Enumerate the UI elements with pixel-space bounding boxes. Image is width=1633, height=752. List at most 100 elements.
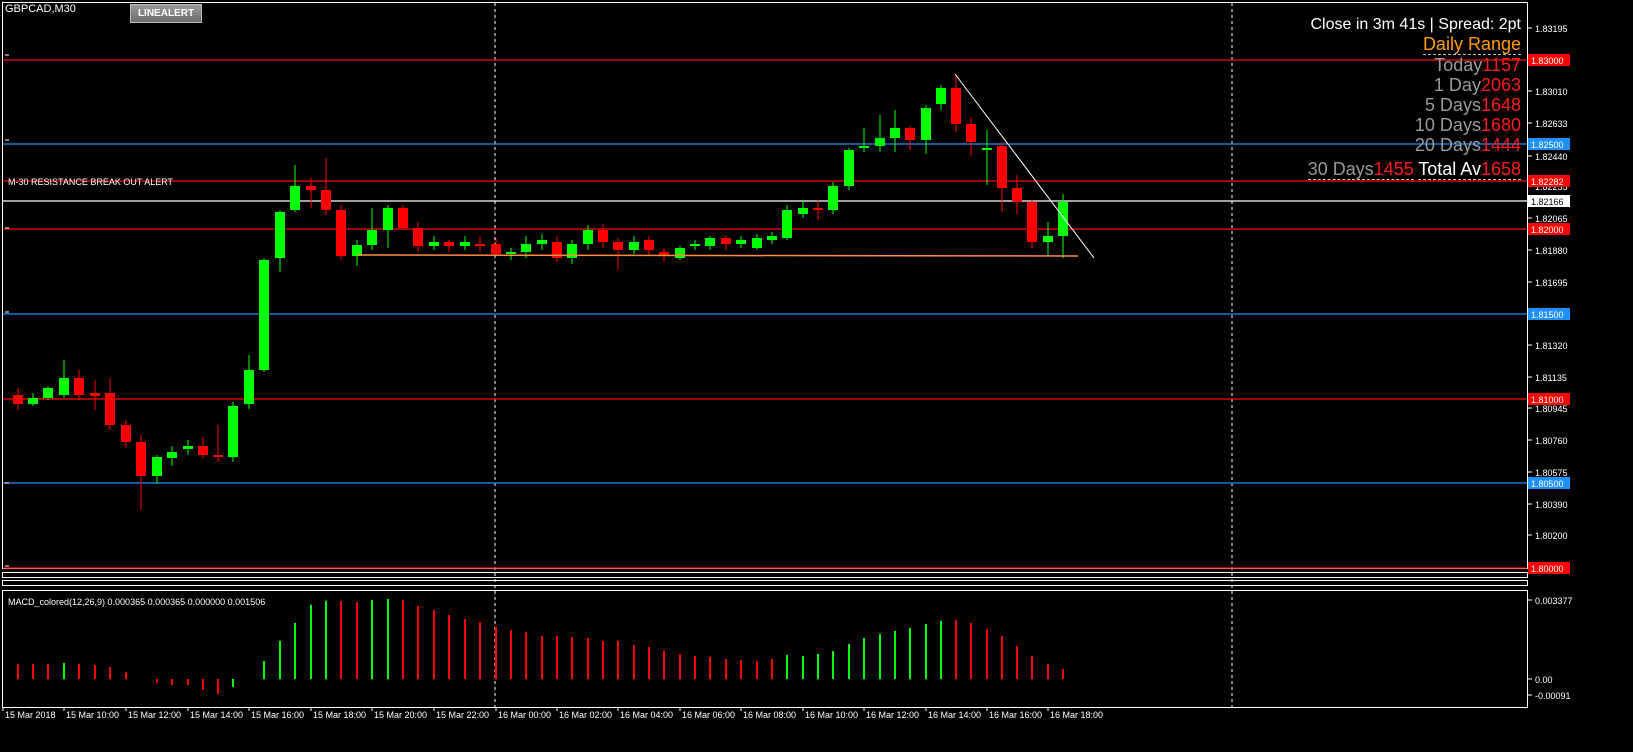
level-tag-label: 1.81500 [1531,310,1564,320]
line-alert-button[interactable]: LINEALERT [130,4,202,23]
range-row-today: Today1157 [1434,55,1521,75]
bear-candle [613,242,623,250]
bear-candle [552,242,562,258]
bull-candle [1043,236,1053,242]
bear-candle [136,442,146,476]
level-tag [1528,175,1570,187]
resistance-alert-label: M-30 RESISTANCE BREAK OUT ALERT [8,177,174,187]
bear-candle [198,446,208,455]
bull-candle [1058,202,1068,236]
bear-candle [13,395,23,404]
bull-candle [537,240,547,244]
level-tag [1528,223,1570,235]
bear-candle [644,240,654,250]
bull-candle [936,88,946,104]
bull-candle [752,238,762,248]
range-row-20days: 20 Days1444 [1414,135,1521,155]
bull-candle [275,212,285,258]
level-tag-label: 1.82000 [1531,225,1564,235]
bull-candle [782,210,792,238]
bull-candle [59,378,69,395]
bull-candle [828,186,838,210]
close-spread-text: Close in 3m 41s | Spread: 2pt [1310,16,1522,33]
bull-candle [43,388,53,398]
support-trendline[interactable] [356,254,1079,257]
level-tag-label: 1.82500 [1531,140,1564,150]
level-tag-label: 1.80500 [1531,479,1564,489]
bull-candle [167,452,177,458]
macd-axis-label: 0.00 [1535,675,1553,685]
time-label: 15 Mar 20:00 [374,710,427,720]
bull-candle [228,406,238,457]
level-tag-label: 1.81000 [1531,395,1564,405]
bull-candle [367,230,377,245]
range-row-30days: 30 Days1455 [1307,159,1414,180]
price-tick-label: 1.81135 [1535,373,1567,383]
bear-candle [1027,202,1037,242]
level-tag [1528,195,1570,207]
price-tick-label: 1.80200 [1535,531,1568,541]
level-tag [1528,562,1570,574]
bull-candle [521,244,531,252]
daily-range-panel: Close in 3m 41s | Spread: 2pt Daily Rang… [1307,16,1522,180]
bear-candle [1012,188,1022,202]
bear-candle [491,244,501,254]
time-label: 15 Mar 2018 [5,710,56,720]
time-label: 16 Mar 00:00 [498,710,551,720]
level-tag-label: 1.82166 [1531,197,1564,207]
time-label: 16 Mar 08:00 [743,710,796,720]
bear-candle [321,190,331,210]
time-label: 16 Mar 12:00 [866,710,919,720]
price-tick-label: 1.80760 [1535,436,1568,446]
price-tick-label: 1.81880 [1535,246,1568,256]
bull-candle [183,446,193,449]
bull-candle [28,398,38,404]
level-tag [1528,477,1570,489]
time-label: 16 Mar 06:00 [682,710,735,720]
bear-candle [105,393,115,425]
bear-candle [951,88,961,124]
pane-separator [2,580,1528,586]
time-label: 15 Mar 10:00 [66,710,119,720]
bull-candle [890,128,900,138]
time-label: 15 Mar 22:00 [436,710,489,720]
pane-separator [2,572,1528,578]
bear-candle [306,186,316,190]
time-label: 15 Mar 16:00 [251,710,304,720]
price-tick-label: 1.81320 [1535,341,1568,351]
bull-candle [736,240,746,244]
bear-candle [336,210,346,256]
bull-candle [629,242,639,250]
daily-range-title: Daily Range [1422,34,1521,55]
time-label: 15 Mar 18:00 [313,710,366,720]
bull-candle [244,370,254,404]
time-label: 16 Mar 18:00 [1050,710,1103,720]
bull-candle [352,245,362,256]
level-tag [1528,393,1570,405]
bear-candle [997,146,1007,188]
level-tag [1528,138,1570,150]
time-label: 16 Mar 02:00 [559,710,612,720]
level-tag-label: 1.82282 [1531,177,1564,187]
price-tick-label: 1.80390 [1535,500,1568,510]
level-tag-label: 1.80000 [1531,564,1564,574]
range-row-total: Total Av1658 [1418,159,1521,180]
bull-candle [460,242,470,246]
bear-candle [721,238,731,244]
bull-candle [429,242,439,246]
time-label: 15 Mar 12:00 [128,710,181,720]
bull-candle [982,148,992,150]
level-tag [1528,54,1570,66]
bear-candle [813,208,823,210]
bull-candle [506,252,516,254]
price-tick-label: 1.82440 [1535,152,1568,162]
downtrend-line[interactable] [954,73,1095,259]
bull-candle [798,208,808,214]
price-tick-label: 1.82633 [1535,119,1568,129]
time-label: 16 Mar 16:00 [989,710,1042,720]
bear-candle [444,242,454,246]
price-tick-label: 1.83195 [1535,24,1568,34]
bull-candle [567,244,577,258]
bull-candle [152,457,162,476]
